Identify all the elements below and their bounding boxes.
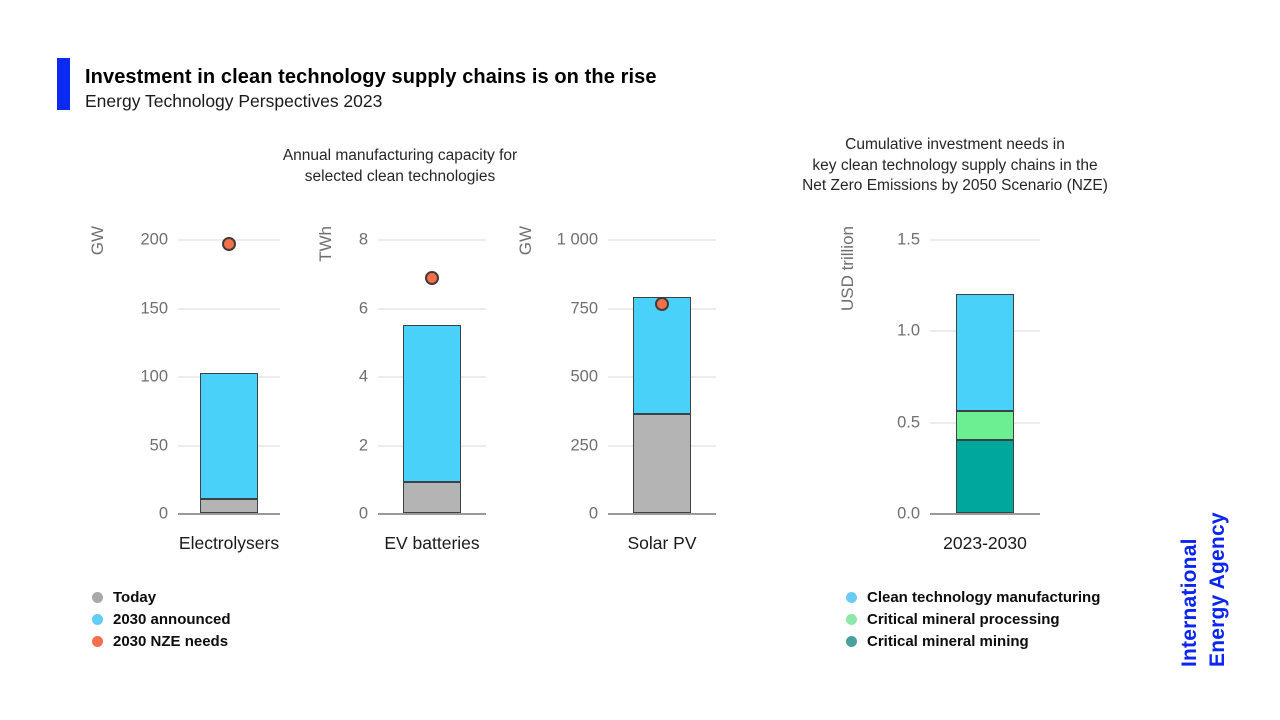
bar-segment-2030-announced	[633, 296, 691, 415]
bar-segment-clean-technology-manufacturing	[956, 293, 1014, 411]
y-tick-label: 200	[140, 230, 168, 249]
left-panel-title-line1: Annual manufacturing capacity for	[282, 147, 518, 164]
right-panel-title-line2: key clean technology supply chains in th…	[812, 156, 1098, 174]
legend-label: Critical mineral processing	[867, 610, 1060, 628]
y-axis-ticks: 0 50 100 150 200	[110, 231, 178, 523]
y-tick-label: 150	[140, 299, 168, 317]
y-tick-label: 1.5	[897, 230, 920, 249]
y-tick-label: 4	[358, 367, 368, 386]
stacked-bar	[956, 293, 1014, 513]
y-axis-ticks: 0 2 4 6 8	[338, 231, 378, 523]
stacked-bar	[200, 373, 258, 513]
left-panel-title: Annual manufacturing capacity for select…	[220, 146, 580, 187]
legend-label: Today	[113, 588, 157, 606]
y-axis-ticks: 0 250 500 750 1 000	[538, 231, 608, 523]
y-axis-label: TWh	[316, 226, 335, 262]
legend-label: Clean technology manufacturing	[867, 588, 1101, 606]
chart-electrolysers: GW 0 50 100 150 200 Electrolysers	[88, 226, 280, 554]
chart-ev-batteries: TWh 0 2 4 6 8 EV batteries	[316, 226, 486, 554]
bar-segment-today	[403, 482, 461, 513]
gridline	[378, 239, 486, 241]
gridline	[930, 239, 1040, 241]
title-accent-bar	[57, 58, 70, 110]
page-title: Investment in clean technology supply ch…	[85, 66, 657, 88]
y-tick-label: 500	[570, 367, 598, 386]
chart-investment-needs: USD trillion 0.0 0.5 1.0 1.5 2023-2030	[838, 226, 1040, 554]
y-axis-ticks: 0.0 0.5 1.0 1.5	[866, 231, 930, 523]
y-tick-label: 0	[588, 504, 598, 523]
legend-dot-icon	[846, 635, 857, 647]
y-axis-label: GW	[516, 226, 535, 256]
page-subtitle: Energy Technology Perspectives 2023	[85, 91, 383, 111]
gridline	[608, 239, 716, 241]
legend-row: Clean technology manufacturing	[846, 586, 1100, 608]
legend-row: Critical mineral processing	[846, 608, 1100, 630]
y-tick-label: 0	[158, 504, 168, 523]
plot-area	[608, 239, 716, 515]
gridline	[378, 308, 486, 309]
category-label: 2023-2030	[943, 533, 1027, 553]
legend-row: 2030 announced	[92, 608, 231, 630]
y-tick-label: 0.5	[897, 413, 920, 432]
x-axis-line	[378, 513, 486, 515]
y-tick-label: 750	[570, 299, 598, 317]
legend-dot-icon	[92, 635, 103, 647]
legend-label: Critical mineral mining	[867, 632, 1029, 650]
chart-solar-pv: GW 0 250 500 750 1 000 Solar PV	[516, 226, 716, 554]
y-tick-label: 2	[358, 436, 368, 454]
y-tick-label: 100	[140, 367, 168, 386]
left-panel-title-line2: selected clean technologies	[304, 167, 496, 185]
gridline	[178, 308, 280, 309]
iea-logo-line1: International	[1178, 538, 1201, 667]
right-panel-title-line1: Cumulative investment needs in	[845, 136, 1065, 153]
bar-segment-2030-announced	[403, 324, 461, 483]
nze-needs-dot	[655, 297, 669, 312]
y-axis-label: GW	[88, 226, 107, 256]
legend-dot-icon	[846, 613, 857, 625]
stacked-bar	[633, 296, 691, 513]
x-axis-line	[608, 513, 716, 515]
legend-label: 2030 announced	[113, 610, 231, 628]
iea-logo-line2: Energy Agency	[1206, 512, 1229, 667]
legend-row: Critical mineral mining	[846, 630, 1100, 652]
legend-row: 2030 NZE needs	[92, 630, 231, 652]
bar-segment-critical-mineral-processing	[956, 410, 1014, 440]
y-tick-label: 0	[358, 504, 368, 523]
nze-needs-dot	[425, 270, 439, 285]
plot-area	[378, 239, 486, 515]
legend-row: Today	[92, 586, 231, 608]
category-label: Solar PV	[627, 533, 697, 553]
x-axis-line	[178, 513, 280, 515]
y-tick-label: 8	[358, 230, 368, 249]
nze-needs-dot	[222, 237, 236, 252]
legend-dot-icon	[92, 613, 103, 625]
right-panel-title: Cumulative investment needs in key clean…	[765, 135, 1145, 197]
plot-area	[930, 239, 1040, 515]
y-tick-label: 1.0	[897, 321, 920, 340]
bar-segment-2030-announced	[200, 373, 258, 500]
stacked-bar	[403, 324, 461, 513]
legend-capacity: Today 2030 announced 2030 NZE needs	[92, 586, 231, 652]
y-tick-label: 1 000	[556, 230, 598, 249]
y-tick-label: 0.0	[897, 504, 920, 523]
bar-segment-critical-mineral-mining	[956, 439, 1014, 513]
right-panel-title-line3: Net Zero Emissions by 2050 Scenario (NZE…	[802, 177, 1108, 194]
y-axis-label: USD trillion	[838, 226, 857, 312]
category-label: Electrolysers	[178, 533, 280, 553]
bar-segment-today	[633, 414, 691, 513]
category-label: EV batteries	[384, 533, 480, 553]
x-axis-line	[930, 513, 1040, 515]
y-tick-label: 6	[358, 299, 368, 317]
legend-dot-icon	[846, 591, 857, 603]
y-tick-label: 50	[149, 436, 168, 454]
iea-logo: International Energy Agency	[1176, 457, 1234, 667]
plot-area	[178, 237, 280, 515]
y-tick-label: 250	[570, 436, 598, 454]
legend-dot-icon	[92, 591, 103, 603]
bar-segment-today	[200, 499, 258, 513]
legend-investment: Clean technology manufacturing Critical m…	[846, 586, 1100, 652]
legend-label: 2030 NZE needs	[113, 632, 229, 650]
